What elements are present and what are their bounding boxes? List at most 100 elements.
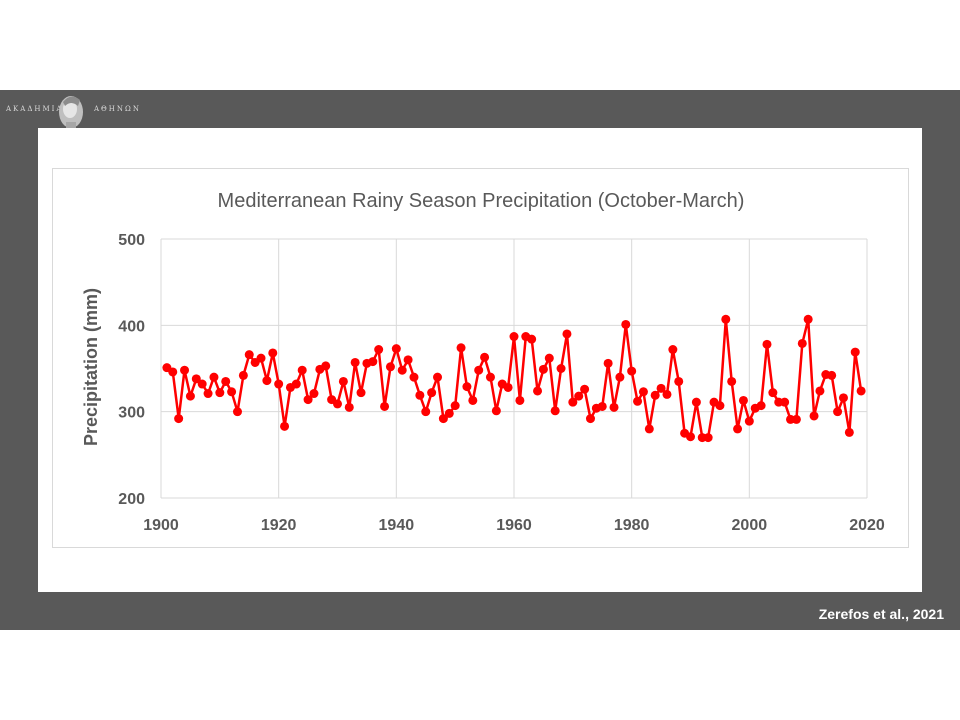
data-point [691, 397, 701, 407]
data-point [703, 433, 713, 443]
y-tick-label: 300 [118, 405, 145, 422]
data-point [421, 407, 431, 417]
data-point [650, 390, 660, 400]
data-point [533, 386, 543, 396]
data-point [715, 401, 725, 411]
data-point [380, 401, 390, 411]
athena-head-icon [59, 96, 83, 130]
data-point [762, 339, 772, 349]
chart-frame: 200 300 400 500 1900 1920 1940 1960 1980 2000 2020… [52, 168, 909, 548]
data-point [197, 379, 207, 389]
data-point [733, 424, 743, 434]
data-point [274, 379, 284, 389]
data-point [321, 361, 331, 371]
data-point [374, 345, 384, 355]
data-point [627, 366, 637, 376]
y-axis-label: Precipitation (mm) [81, 288, 101, 446]
data-point [544, 353, 554, 363]
data-point [621, 319, 631, 329]
data-point [238, 370, 248, 380]
data-point [333, 399, 342, 409]
x-tick-label: 1940 [379, 517, 415, 534]
x-tick-label: 1960 [496, 517, 532, 534]
data-point [827, 370, 837, 380]
data-point [227, 387, 237, 397]
data-point [756, 401, 766, 411]
data-point [338, 376, 348, 386]
x-tick-label: 1900 [143, 517, 179, 534]
data-point [427, 388, 437, 398]
data-point [568, 397, 578, 407]
data-point [633, 396, 643, 406]
precipitation-chart: 200 300 400 500 1900 1920 1940 1960 1980 2000 2020… [81, 190, 885, 534]
data-point [797, 338, 807, 348]
data-point [215, 388, 225, 398]
data-point [609, 402, 619, 412]
data-point [403, 355, 413, 365]
data-point [686, 432, 695, 442]
data-point [297, 365, 307, 375]
data-point [385, 362, 395, 372]
data-point [768, 388, 778, 398]
data-point [721, 314, 731, 324]
data-point [803, 314, 813, 324]
data-point [850, 347, 860, 357]
data-point [556, 364, 566, 373]
data-point [262, 376, 272, 386]
data-point [291, 379, 301, 389]
data-point [180, 365, 190, 375]
data-point [391, 344, 401, 354]
x-tick-label: 2000 [732, 517, 768, 534]
data-point [856, 386, 866, 396]
data-point [815, 386, 825, 396]
data-point [580, 384, 590, 394]
data-point [409, 372, 419, 382]
data-point [397, 365, 407, 375]
logo-left-text: ΑΚΑΔΗΜΙΑ [6, 105, 64, 113]
data-point [268, 348, 278, 358]
y-tick-label: 400 [118, 318, 145, 335]
data-point [474, 365, 484, 375]
data-point [244, 350, 254, 360]
data-point [468, 395, 478, 405]
data-point [656, 383, 666, 393]
data-point [780, 397, 790, 407]
y-tick-label: 200 [118, 491, 145, 508]
data-point [209, 372, 219, 382]
chart-panel [38, 128, 922, 592]
data-point [185, 391, 195, 401]
chart-title: Mediterranean Rainy Season Precipitation… [218, 190, 745, 212]
data-point [480, 352, 490, 362]
data-point [350, 357, 360, 367]
data-point [838, 393, 848, 403]
data-point [727, 376, 737, 386]
tick-labels: 200 300 400 500 1900 1920 1940 1960 1980 2000 2020 [118, 232, 885, 534]
data-point [462, 382, 472, 392]
data-point [615, 372, 625, 382]
data-point [603, 358, 613, 368]
x-tick-label: 2020 [849, 517, 885, 534]
data-point [344, 402, 354, 412]
data-point [203, 389, 213, 399]
data-point [280, 421, 290, 431]
data-point [638, 387, 648, 397]
data-point [456, 343, 466, 353]
data-point [550, 406, 560, 416]
data-point [597, 401, 607, 411]
x-tick-label: 1980 [614, 517, 650, 534]
data-point [585, 414, 595, 424]
data-point [303, 395, 313, 405]
data-point [444, 408, 454, 418]
data-point [527, 334, 537, 344]
data-point [515, 395, 525, 405]
data-point [809, 411, 819, 421]
data-point [174, 414, 184, 424]
data-point [309, 389, 319, 399]
data-point [368, 357, 378, 367]
y-tick-label: 500 [118, 232, 145, 249]
data-point [509, 332, 519, 342]
series-precipitation [162, 314, 866, 443]
data-point [833, 407, 843, 417]
data-point [415, 390, 425, 400]
data-point [491, 406, 501, 416]
